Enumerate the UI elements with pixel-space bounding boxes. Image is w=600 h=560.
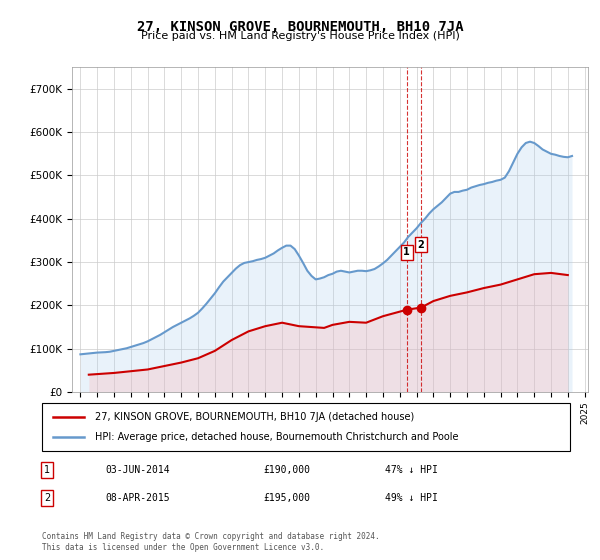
Text: 08-APR-2015: 08-APR-2015 [106, 493, 170, 503]
Text: Price paid vs. HM Land Registry's House Price Index (HPI): Price paid vs. HM Land Registry's House … [140, 31, 460, 41]
Text: 1: 1 [44, 465, 50, 475]
Text: 27, KINSON GROVE, BOURNEMOUTH, BH10 7JA: 27, KINSON GROVE, BOURNEMOUTH, BH10 7JA [137, 20, 463, 34]
Text: 27, KINSON GROVE, BOURNEMOUTH, BH10 7JA (detached house): 27, KINSON GROVE, BOURNEMOUTH, BH10 7JA … [95, 412, 414, 422]
Text: £190,000: £190,000 [264, 465, 311, 475]
Text: Contains HM Land Registry data © Crown copyright and database right 2024.
This d: Contains HM Land Registry data © Crown c… [42, 532, 380, 552]
Text: £195,000: £195,000 [264, 493, 311, 503]
Text: 2: 2 [44, 493, 50, 503]
Text: 1: 1 [403, 247, 410, 257]
Text: 03-JUN-2014: 03-JUN-2014 [106, 465, 170, 475]
Text: 47% ↓ HPI: 47% ↓ HPI [385, 465, 438, 475]
Text: 2: 2 [418, 240, 424, 250]
Text: HPI: Average price, detached house, Bournemouth Christchurch and Poole: HPI: Average price, detached house, Bour… [95, 432, 458, 442]
Text: 49% ↓ HPI: 49% ↓ HPI [385, 493, 438, 503]
FancyBboxPatch shape [42, 403, 570, 451]
